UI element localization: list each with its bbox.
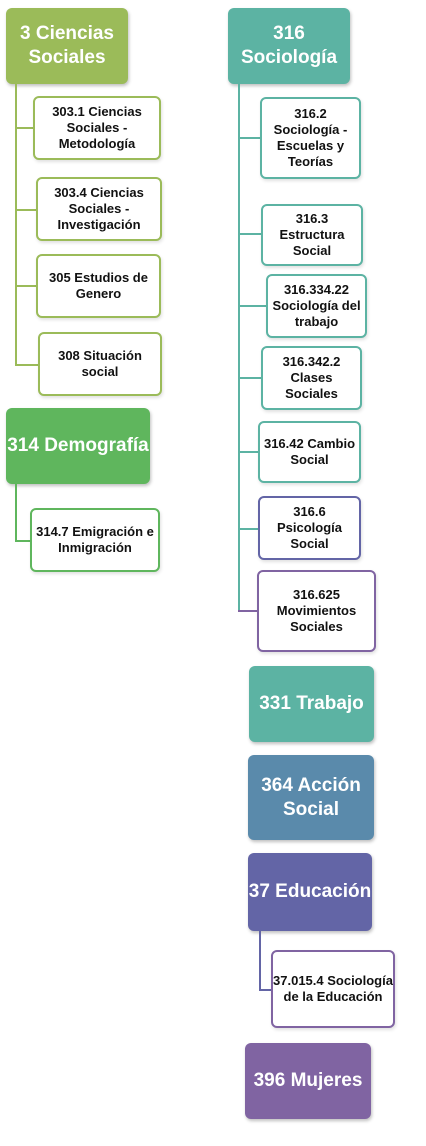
- node-316-625: 316.625 Movimientos Sociales: [257, 570, 376, 652]
- node-316-42: 316.42 Cambio Social: [258, 421, 361, 483]
- node-314-7: 314.7 Emigración e Inmigración: [30, 508, 160, 572]
- node-demografia-label: 314 Demografía: [7, 435, 149, 457]
- connector-demografia-branch: [15, 540, 30, 542]
- connector-sociologia-branch: [238, 137, 260, 139]
- connector-ciencias-sociales-branch: [15, 364, 38, 366]
- connector-sociologia-branch: [238, 305, 266, 307]
- node-mujeres: 396 Mujeres: [245, 1043, 371, 1119]
- connector-sociologia-branch: [238, 528, 258, 530]
- connector-sociologia-branch: [238, 233, 261, 235]
- node-308: 308 Situación social: [38, 332, 162, 396]
- node-305: 305 Estudios de Genero: [36, 254, 161, 318]
- connector-ciencias-sociales-branch: [15, 209, 36, 211]
- connector-educacion-branch: [259, 989, 271, 991]
- node-educacion-label: 37 Educación: [248, 881, 372, 903]
- connector-demografia-trunk: [15, 484, 17, 542]
- node-accion-social-label: 364 Acción Social: [261, 774, 361, 820]
- node-sociologia: 316 Sociología: [228, 8, 350, 84]
- connector-ciencias-sociales-branch: [15, 285, 36, 287]
- connector-sociologia-branch: [238, 451, 258, 453]
- node-demografia: 314 Demografía: [6, 408, 150, 484]
- node-trabajo-label: 331 Trabajo: [259, 693, 364, 715]
- connector-sociologia-trunk: [238, 84, 240, 612]
- node-ciencias-sociales: 3 Ciencias Sociales: [6, 8, 128, 84]
- node-ciencias-sociales-label: 3 Ciencias Sociales: [20, 23, 114, 68]
- node-37-015-4: 37.015.4 Sociología de la Educación: [271, 950, 395, 1028]
- node-316-342-2: 316.342.2 Clases Sociales: [261, 346, 362, 410]
- node-mujeres-label: 396 Mujeres: [253, 1070, 363, 1092]
- node-trabajo: 331 Trabajo: [249, 666, 374, 742]
- connector-sociologia-branch: [238, 610, 257, 612]
- connector-ciencias-sociales-branch: [15, 127, 33, 129]
- connector-sociologia-branch: [238, 377, 261, 379]
- node-accion-social: 364 Acción Social: [248, 755, 374, 840]
- node-sociologia-label: 316 Sociología: [240, 23, 338, 68]
- node-316-3: 316.3 Estructura Social: [261, 204, 363, 266]
- node-303-4: 303.4 Ciencias Sociales - Investigación: [36, 177, 162, 241]
- node-316-6: 316.6 Psicología Social: [258, 496, 361, 560]
- node-educacion: 37 Educación: [248, 853, 372, 931]
- node-316-2: 316.2 Sociología - Escuelas y Teorías: [260, 97, 361, 179]
- connector-educacion-trunk: [259, 931, 261, 991]
- node-303-1: 303.1 Ciencias Sociales - Metodología: [33, 96, 161, 160]
- node-316-334-22: 316.334.22 Sociología del trabajo: [266, 274, 367, 338]
- connector-ciencias-sociales-trunk: [15, 84, 17, 366]
